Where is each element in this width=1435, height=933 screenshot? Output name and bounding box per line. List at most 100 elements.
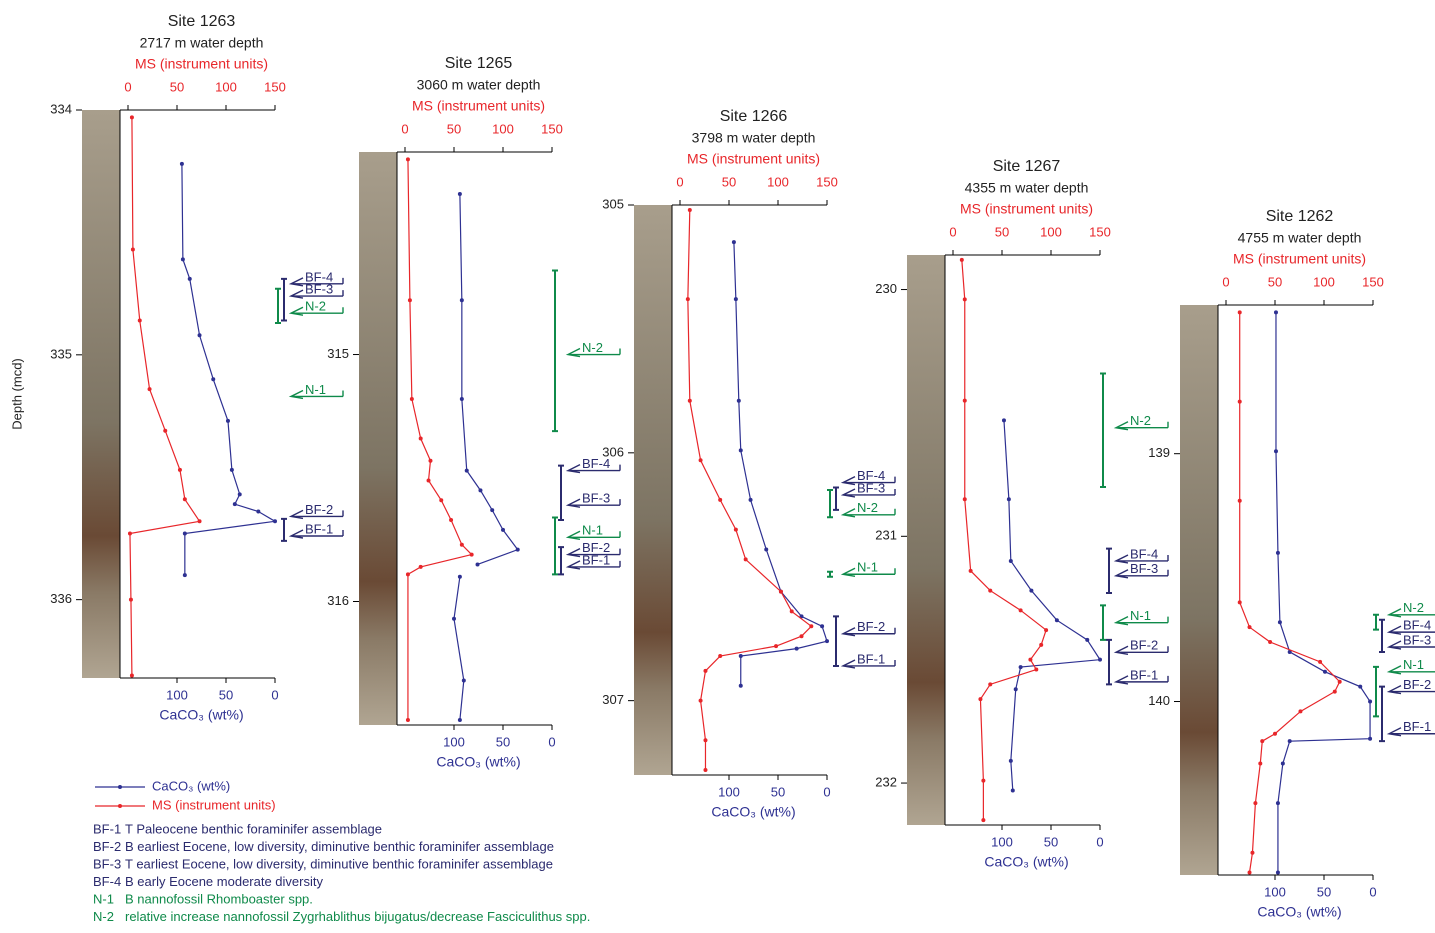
y-tick-label: 305 [602, 196, 624, 211]
series-line [962, 260, 1046, 820]
x2-tick-label: 50 [496, 734, 510, 749]
event-bracket [827, 490, 833, 517]
data-point [1278, 620, 1282, 624]
x2-tick-label: 0 [271, 687, 278, 702]
data-point [230, 468, 234, 472]
data-point [1250, 851, 1254, 855]
event-bracket [1373, 667, 1379, 717]
data-point [465, 469, 469, 473]
data-point [1034, 668, 1038, 672]
note-text: T earliest Eocene, low diversity, diminu… [125, 856, 553, 871]
event-label: N-1 [305, 382, 326, 397]
legend-marker [118, 804, 122, 808]
data-point [1002, 418, 1006, 422]
data-point [739, 448, 743, 452]
page: {"chart_data": [ {"type": "line", "title… [0, 0, 1435, 933]
data-point [1260, 739, 1264, 743]
x2-axis-label: CaCO₃ (wt%) [159, 707, 243, 723]
data-point [478, 488, 482, 492]
data-point [718, 498, 722, 502]
data-point [130, 115, 134, 119]
event-label: BF-3 [582, 491, 610, 506]
data-point [749, 498, 753, 502]
data-point [1044, 628, 1048, 632]
data-point [774, 644, 778, 648]
y-axis-label: Depth (mcd) [9, 358, 24, 430]
series-line [1004, 420, 1100, 790]
data-point [406, 572, 410, 576]
y-tick-label: 334 [50, 101, 72, 116]
data-point [1248, 871, 1252, 875]
x2-tick-label: 100 [718, 784, 740, 799]
data-point [1039, 643, 1043, 647]
data-point [458, 192, 462, 196]
data-point [129, 598, 133, 602]
x-axis-label: MS (instrument units) [412, 98, 545, 114]
data-point [732, 240, 736, 244]
data-point [688, 399, 692, 403]
note-code: BF-4 [93, 874, 121, 889]
note-code: N-1 [93, 891, 114, 906]
data-point [800, 634, 804, 638]
event-bracket [833, 616, 839, 666]
event-bracket [275, 289, 281, 323]
x2-tick-label: 100 [1264, 884, 1286, 899]
x-tick-label: 100 [1040, 224, 1062, 239]
note-text: T Paleocene benthic foraminifer assembla… [125, 821, 382, 836]
y-tick-label: 336 [50, 591, 72, 606]
data-point [163, 429, 167, 433]
data-point [1028, 658, 1032, 662]
event-label: BF-2 [1130, 638, 1158, 653]
chart-title: Site 1263 [168, 13, 236, 30]
event-label: BF-2 [857, 619, 885, 634]
data-point [1009, 759, 1013, 763]
note-code: BF-3 [93, 856, 121, 871]
data-point [981, 818, 985, 822]
figure: Site 12632717 m water depthMS (instrumen… [0, 0, 1435, 928]
event-bracket [558, 466, 564, 520]
data-point [963, 297, 967, 301]
data-point [703, 738, 707, 742]
data-point [779, 590, 783, 594]
data-point [978, 697, 982, 701]
data-point [1258, 761, 1262, 765]
series-line [1276, 312, 1370, 872]
event-label: BF-1 [582, 552, 610, 567]
chart-title: Site 1267 [993, 158, 1061, 175]
x-tick-label: 0 [124, 79, 131, 94]
legend-label: CaCO₃ (wt%) [152, 778, 230, 793]
x2-tick-label: 100 [166, 687, 188, 702]
data-point [1238, 400, 1242, 404]
data-point [981, 779, 985, 783]
data-point [739, 684, 743, 688]
data-point [198, 333, 202, 337]
x-tick-label: 100 [215, 79, 237, 94]
x-tick-label: 50 [722, 174, 736, 189]
data-point [226, 419, 230, 423]
data-point [460, 543, 464, 547]
data-point [458, 718, 462, 722]
core-image [907, 255, 945, 825]
x2-tick-label: 0 [548, 734, 555, 749]
chart-title: Site 1266 [720, 108, 788, 125]
data-point [181, 257, 185, 261]
data-point [180, 162, 184, 166]
data-point [1274, 310, 1278, 314]
event-label: N-1 [1130, 608, 1151, 623]
data-point [825, 639, 829, 643]
data-point [516, 548, 520, 552]
data-point [449, 518, 453, 522]
data-point [183, 497, 187, 501]
data-point [211, 377, 215, 381]
x2-tick-label: 50 [219, 687, 233, 702]
data-point [198, 519, 202, 523]
series-line [1240, 312, 1340, 872]
event-label: BF-3 [1130, 561, 1158, 576]
data-point [501, 528, 505, 532]
event-bracket [552, 271, 558, 432]
data-point [188, 277, 192, 281]
data-point [969, 569, 973, 573]
data-point [131, 248, 135, 252]
event-label: N-2 [305, 299, 326, 314]
x-tick-label: 0 [1222, 274, 1229, 289]
